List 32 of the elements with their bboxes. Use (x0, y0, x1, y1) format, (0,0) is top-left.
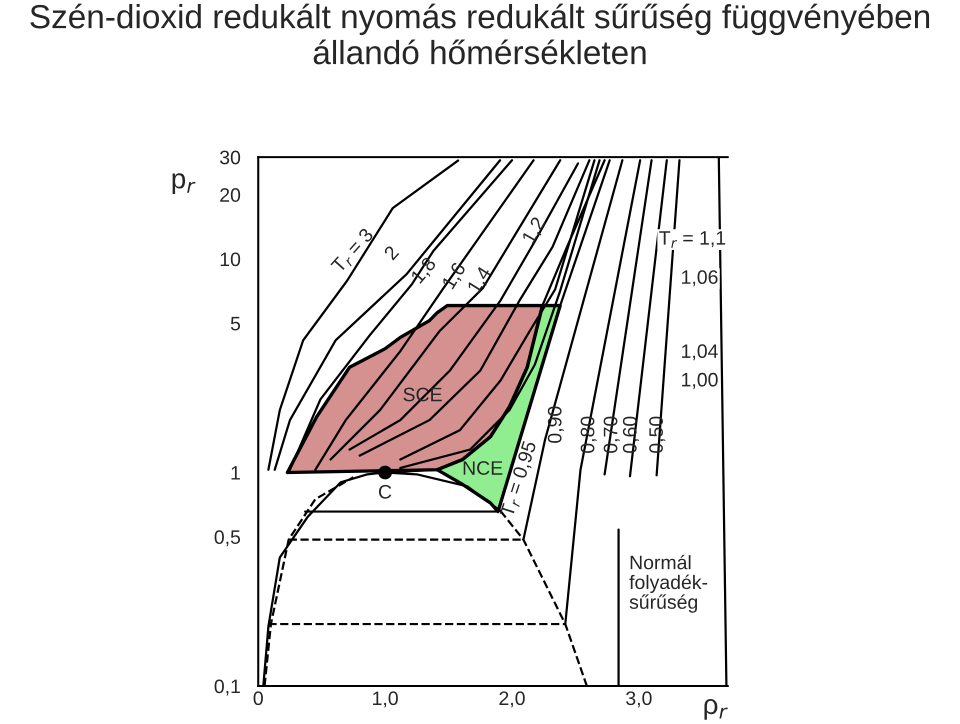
y-axis-title: p$_{r}$ (172, 173, 196, 194)
y-tick-label: 5 (230, 316, 240, 330)
annotation: 1,00 (682, 372, 718, 389)
x-tick-label: 0 (254, 691, 263, 706)
annotation: 1,2 (521, 216, 548, 246)
annotation: 0,70 (604, 416, 620, 453)
x-axis-title: ρ$_{r}$ (704, 698, 728, 720)
y-tick-label: 10 (220, 252, 240, 266)
y-tick-label: 30 (220, 150, 240, 164)
annotation: 1,04 (682, 344, 718, 360)
annotation: Normál folyadék- sűrűség (629, 554, 708, 613)
annotation: T$_{r}$ = 3 (330, 227, 376, 276)
annotation: 0,80 (580, 416, 597, 453)
annotation: 2 (383, 244, 400, 261)
annotation: 0,90 (548, 406, 564, 443)
annotation: 1,4 (466, 265, 494, 296)
annotation: C (378, 484, 392, 499)
annotation: NCE (464, 461, 502, 475)
annotation: 1,06 (682, 270, 718, 286)
annotation: 0,60 (622, 416, 639, 453)
annotation: 1,8 (410, 256, 438, 286)
y-tick-label: 20 (220, 188, 240, 202)
annotation: 1,6 (441, 261, 468, 291)
x-tick-label: 1,0 (373, 691, 398, 708)
chart-title: Szén-dioxid redukált nyomás redukált sűrűség függvényében állandó hőmérsékleten (30, 4, 930, 64)
y-tick-label: 0,1 (214, 679, 240, 696)
y-tick-label: 1 (232, 466, 240, 480)
x-tick-label: 3,0 (626, 691, 652, 708)
annotation: 0,50 (649, 416, 666, 453)
annotation: T$_{r}$ = 1,1 (659, 231, 726, 248)
x-tick-label: 2,0 (499, 691, 525, 708)
y-tick-label: 0,5 (214, 530, 240, 546)
